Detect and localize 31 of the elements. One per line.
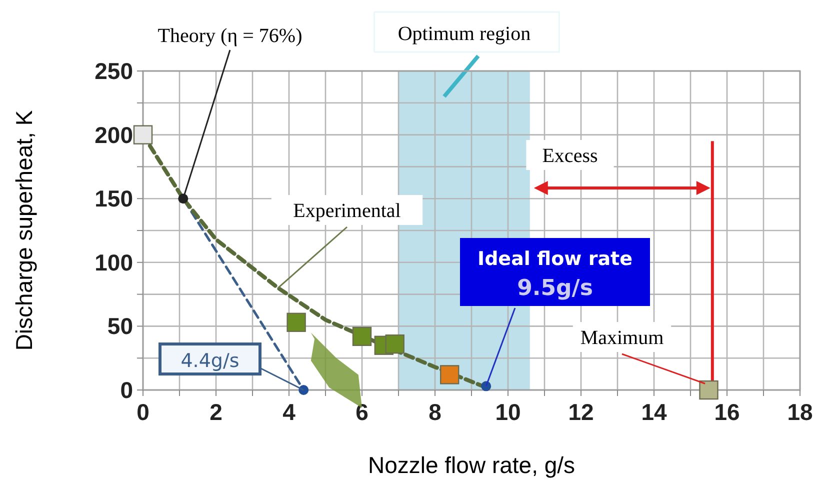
point <box>286 312 306 332</box>
annotation: 4.4g/s <box>180 350 240 372</box>
x-axis-title: Nozzle flow rate, g/s <box>368 452 576 478</box>
x-tick-label: 0 <box>136 399 150 425</box>
band-label: Optimum region <box>398 23 531 45</box>
y-tick-label: 100 <box>94 249 133 276</box>
annotation: Ideal flow rate 9.5g/s <box>478 248 632 301</box>
point <box>699 380 718 400</box>
x-tick-label: 4 <box>282 399 296 425</box>
point <box>385 334 404 354</box>
y-tick-label: 50 <box>107 313 133 340</box>
annotation: Excess <box>542 145 598 167</box>
y-tick-label: 0 <box>120 377 133 403</box>
x-tick-label: 6 <box>356 399 368 425</box>
y-tick-label: 150 <box>94 186 133 212</box>
annotation: Experimental <box>293 200 402 222</box>
annotation: Theory (η = 76%) <box>158 25 302 47</box>
x-tick-label: 12 <box>568 399 594 425</box>
x-tick-label: 18 <box>787 399 813 425</box>
y-tick-label: 250 <box>94 58 133 84</box>
x-tick-label: 8 <box>428 399 442 425</box>
x-tick-label: 2 <box>210 399 222 425</box>
x-tick-label: 10 <box>495 399 521 425</box>
y-tick-label: 200 <box>94 122 133 148</box>
y-axis-title: Discharge superheat, K <box>11 110 37 351</box>
point <box>440 365 460 384</box>
x-tick-label: 16 <box>714 399 740 425</box>
annotation: Maximum <box>580 327 664 349</box>
point <box>352 326 372 346</box>
point <box>133 125 153 144</box>
x-tick-label: 14 <box>641 399 667 425</box>
